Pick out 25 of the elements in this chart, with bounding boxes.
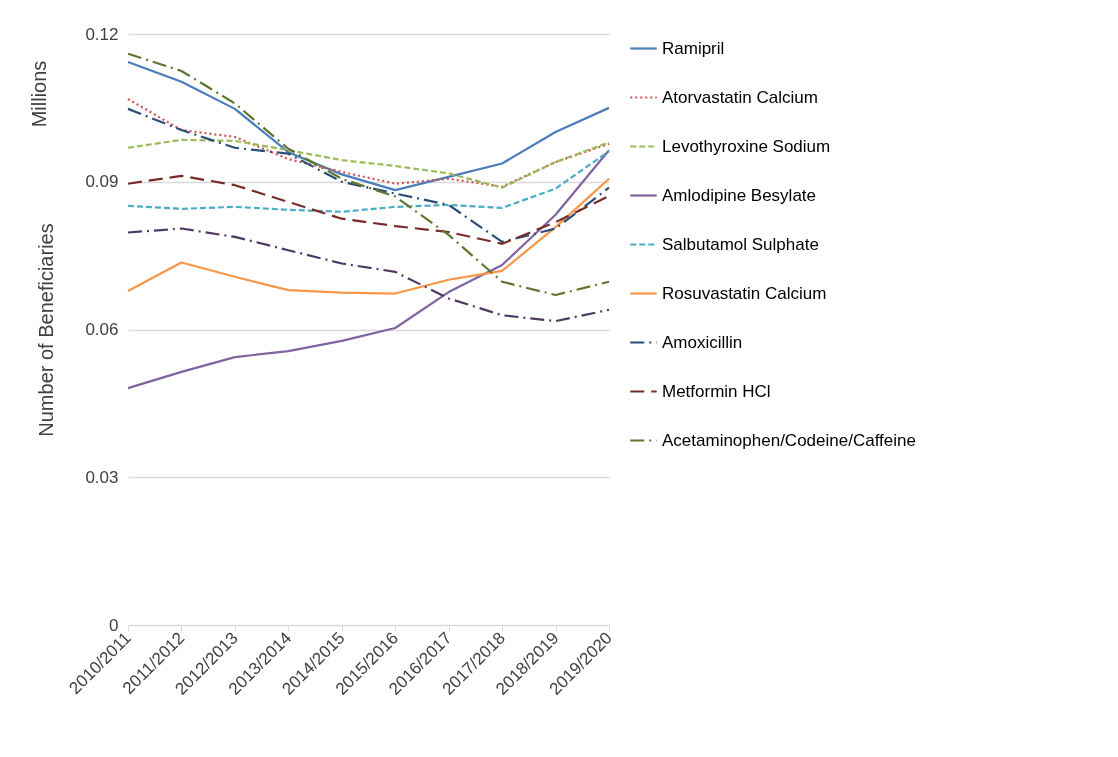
y-axis-title: Number of Beneficiaries	[35, 223, 58, 437]
y-tick-label: 0	[109, 615, 119, 635]
line-series	[126, 52, 611, 297]
legend-label: Amlodipine Besylate	[662, 185, 817, 205]
line-series	[126, 97, 611, 188]
line-series	[126, 107, 611, 243]
legend-label: Metformin HCl	[662, 381, 771, 401]
y-tick-label: 0.06	[85, 320, 119, 339]
legend-label: Rosuvastatin Calcium	[662, 283, 827, 303]
y-tick-label: 0.03	[85, 467, 119, 487]
line-series	[126, 60, 611, 192]
y-tick-label: 0.09	[85, 172, 119, 192]
legend-label: Levothyroxine Sodium	[662, 136, 831, 156]
line-series	[126, 177, 611, 295]
line-series	[126, 138, 611, 189]
legend-label: Amoxicillin	[662, 332, 743, 352]
legend-label: Acetaminophen/Codeine/Caffeine	[662, 430, 916, 450]
legend-label: Ramipril	[662, 38, 725, 58]
line-series	[126, 150, 611, 213]
legend-label: Atorvastatin Calcium	[662, 87, 818, 107]
y-tick-label: 0.12	[85, 24, 119, 44]
legend-label: Salbutamol Sulphate	[662, 234, 819, 254]
line-series	[126, 227, 611, 323]
line-series	[126, 149, 611, 390]
text: Millions	[28, 60, 50, 128]
